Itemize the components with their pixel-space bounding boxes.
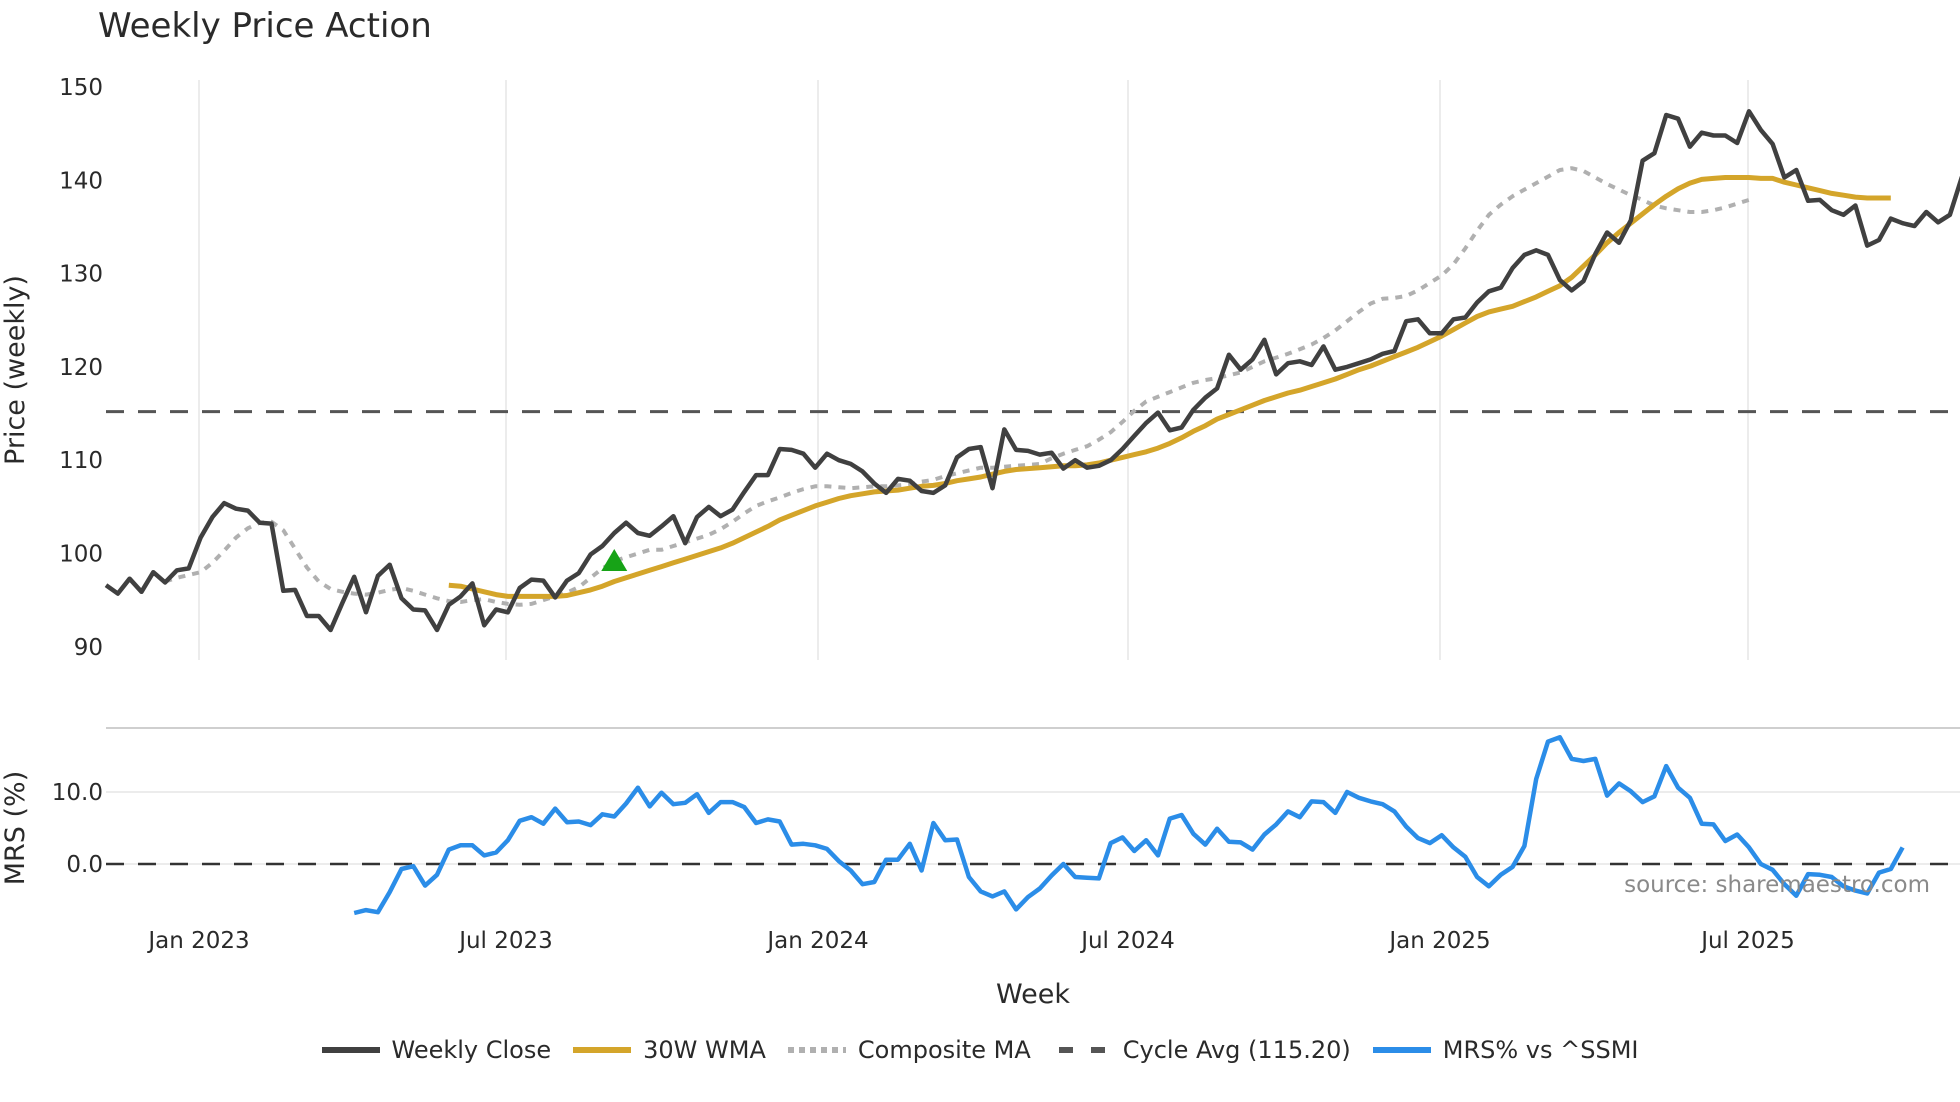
y-tick-label: 130 (59, 262, 103, 288)
y-tick-label: 10.0 (52, 780, 103, 806)
x-tick-label: Jan 2025 (1387, 928, 1490, 954)
x-axis-title: Week (996, 979, 1070, 1010)
x-tick-label: Jan 2023 (146, 928, 249, 954)
legend-item-composite-ma[interactable]: Composite MA (787, 1036, 1031, 1064)
legend-label: Composite MA (857, 1036, 1031, 1064)
y-tick-label: 110 (59, 448, 103, 474)
x-tick-label: Jul 2023 (457, 928, 553, 954)
price-grid (198, 80, 1749, 660)
legend-item-cycle-avg[interactable]: Cycle Avg (115.20) (1052, 1036, 1351, 1064)
legend-item-30w-wma[interactable]: 30W WMA (573, 1036, 766, 1064)
wma-30w-line (448, 175, 1891, 599)
legend-swatch-solid-icon (321, 1047, 380, 1053)
buy-signal-triangle-icon (601, 548, 628, 571)
y-tick-label: 90 (74, 635, 103, 661)
weekly-close-line (104, 109, 1960, 633)
legend-label: 30W WMA (643, 1036, 766, 1064)
legend-swatch-solid-icon (573, 1047, 632, 1053)
legend-item-weekly-close[interactable]: Weekly Close (321, 1036, 552, 1064)
legend-label: MRS% vs ^SSMI (1442, 1036, 1639, 1064)
mrs-y-axis: 0.0 10.0 (52, 780, 103, 878)
y-tick-label: 0.0 (66, 852, 103, 878)
legend-item-mrs[interactable]: MRS% vs ^SSMI (1372, 1036, 1639, 1064)
price-y-axis-title: Price (weekly) (0, 275, 31, 465)
y-tick-label: 140 (59, 168, 103, 194)
x-tick-label: Jul 2024 (1079, 928, 1175, 954)
legend-label: Weekly Close (391, 1036, 552, 1064)
x-tick-label: Jan 2024 (765, 928, 868, 954)
legend-swatch-solid-icon (1372, 1047, 1431, 1053)
mrs-y-axis-title: MRS (%) (0, 771, 31, 886)
source-watermark: source: sharemaestro.com (1624, 872, 1930, 898)
composite-ma-line (164, 166, 1750, 607)
chart-title: Weekly Price Action (98, 6, 432, 46)
mrs-grid (106, 791, 1960, 865)
x-axis: Jan 2023 Jul 2023 Jan 2024 Jul 2024 Jan 2025… (146, 928, 1794, 954)
legend-label: Cycle Avg (115.20) (1122, 1036, 1351, 1064)
y-tick-label: 150 (59, 75, 103, 101)
price-y-axis: 90 100 110 120 130 140 150 (59, 75, 103, 661)
y-tick-label: 120 (59, 355, 103, 381)
legend-swatch-dashed-icon (1052, 1047, 1111, 1053)
mrs-line (353, 735, 1905, 916)
legend-swatch-dotted-icon (787, 1047, 846, 1053)
chart-canvas: 90 100 110 120 130 140 150 Price (weekly) 0.0 1… (0, 75, 1960, 1010)
y-tick-label: 100 (59, 542, 103, 568)
x-tick-label: Jul 2025 (1699, 928, 1795, 954)
legend: Weekly Close 30W WMA Composite MA Cycle … (0, 1036, 1960, 1064)
